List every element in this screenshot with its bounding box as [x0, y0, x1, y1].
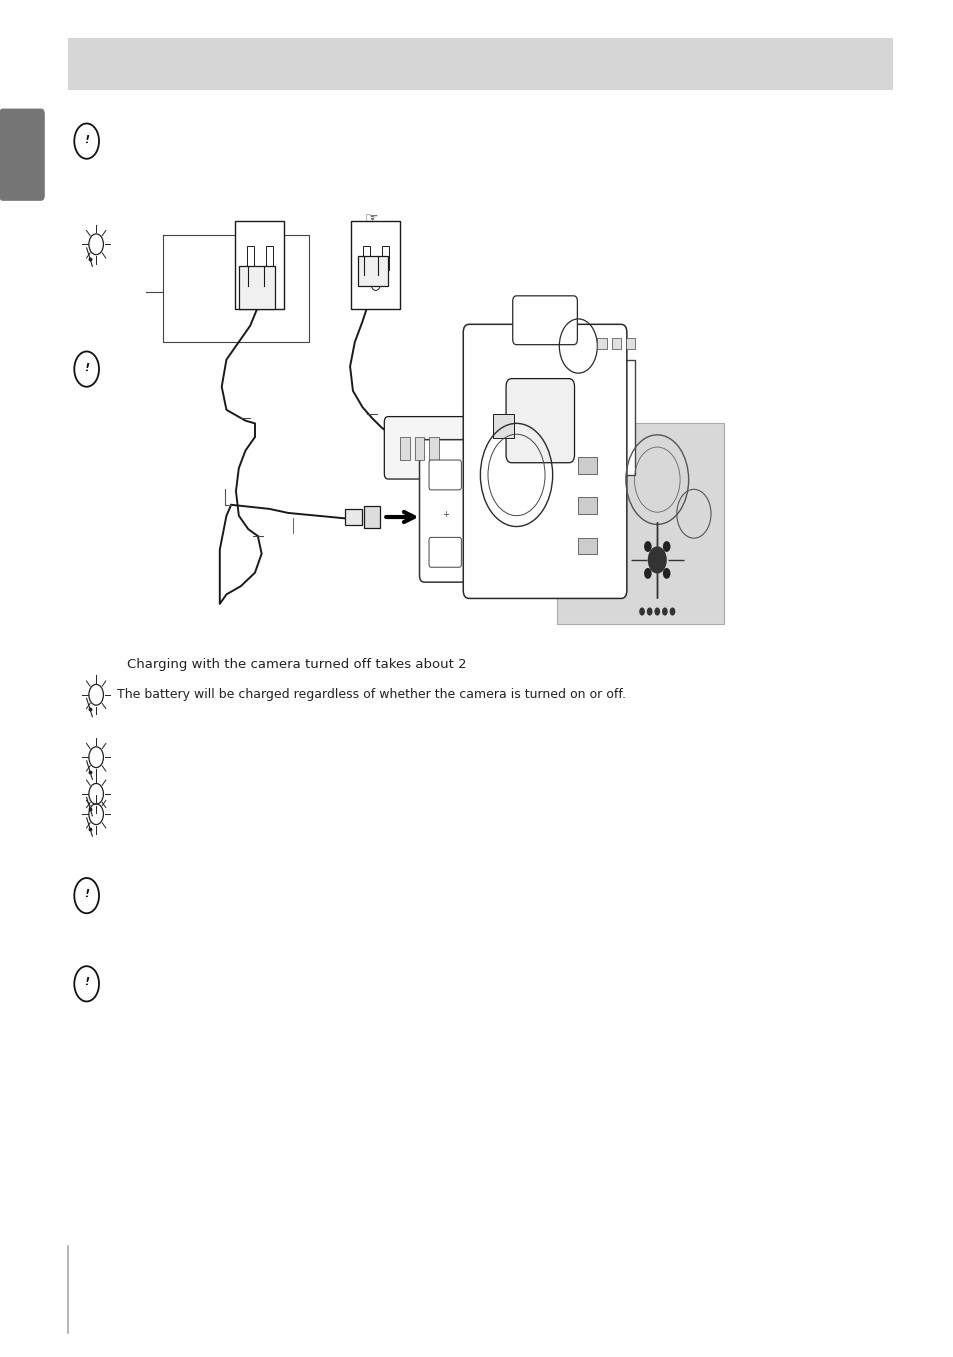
FancyBboxPatch shape — [429, 460, 461, 490]
Bar — [234, 220, 284, 308]
Bar — [488, 360, 635, 475]
Bar — [266, 246, 273, 270]
Text: !: ! — [84, 977, 90, 988]
Circle shape — [661, 608, 667, 616]
FancyBboxPatch shape — [0, 109, 45, 201]
Circle shape — [662, 569, 670, 579]
Bar — [400, 437, 410, 460]
Text: !: ! — [84, 889, 90, 900]
Bar — [364, 506, 379, 528]
Text: !: ! — [84, 362, 90, 373]
FancyBboxPatch shape — [429, 537, 461, 567]
Bar — [578, 537, 597, 554]
FancyBboxPatch shape — [463, 324, 626, 598]
FancyBboxPatch shape — [505, 379, 574, 463]
Circle shape — [643, 569, 651, 579]
Circle shape — [639, 608, 644, 616]
Bar — [351, 220, 400, 308]
Text: The battery will be charged regardless of whether the camera is turned on or off: The battery will be charged regardless o… — [117, 688, 625, 702]
Bar — [429, 437, 438, 460]
Bar — [345, 509, 362, 525]
Circle shape — [647, 547, 666, 574]
Bar — [357, 256, 388, 286]
Text: !: ! — [84, 134, 90, 145]
Bar — [611, 338, 620, 349]
Bar — [381, 246, 388, 270]
FancyBboxPatch shape — [384, 417, 473, 479]
Circle shape — [669, 608, 675, 616]
Bar — [578, 457, 597, 474]
Circle shape — [646, 608, 652, 616]
Bar — [557, 423, 723, 624]
Text: ☞: ☞ — [364, 210, 377, 227]
Circle shape — [654, 608, 659, 616]
Circle shape — [662, 541, 670, 552]
Bar — [493, 414, 513, 438]
Bar — [415, 437, 424, 460]
Text: Charging with the camera turned off takes about 2: Charging with the camera turned off take… — [127, 658, 466, 672]
Bar — [238, 266, 274, 309]
FancyBboxPatch shape — [419, 440, 472, 582]
FancyBboxPatch shape — [512, 296, 577, 345]
Bar — [578, 498, 597, 514]
Bar — [597, 338, 606, 349]
Bar — [625, 338, 635, 349]
Text: +: + — [442, 510, 449, 518]
Circle shape — [643, 541, 651, 552]
Bar — [247, 246, 253, 270]
Bar — [362, 246, 369, 270]
Bar — [68, 38, 892, 90]
